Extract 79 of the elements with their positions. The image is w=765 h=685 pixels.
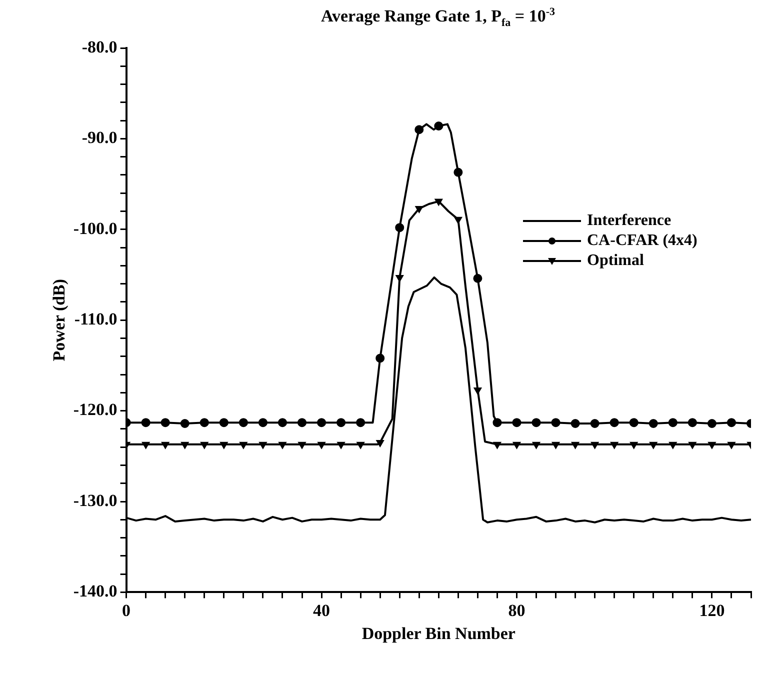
y-tick-label: -110.0 — [74, 309, 118, 328]
point — [200, 418, 209, 428]
point — [590, 442, 599, 449]
point — [298, 442, 306, 449]
x-tick-label: 40 — [313, 600, 330, 620]
point — [454, 216, 462, 224]
point — [259, 442, 267, 449]
point — [551, 418, 560, 428]
point — [630, 442, 638, 449]
y-tick-label: -140.0 — [73, 582, 118, 601]
legend-label: CA-CFAR (4x4) — [587, 231, 698, 252]
point — [493, 442, 502, 449]
point — [570, 419, 580, 428]
point — [317, 418, 326, 428]
x-axis-title: Doppler Bin Number — [362, 624, 516, 644]
x-tick-label: 120 — [699, 600, 725, 620]
point — [552, 442, 560, 449]
point — [160, 418, 170, 428]
point — [473, 274, 482, 283]
point — [336, 418, 346, 428]
point — [180, 442, 189, 449]
point — [648, 419, 658, 428]
x-tick-label: 0 — [122, 600, 131, 620]
point — [180, 419, 190, 428]
point — [512, 442, 521, 449]
point — [454, 168, 463, 177]
point — [200, 442, 208, 449]
legend-label: Interference — [587, 211, 672, 232]
point — [414, 125, 424, 134]
point — [238, 418, 248, 428]
point — [395, 223, 404, 232]
point — [512, 418, 522, 428]
point — [298, 418, 307, 428]
point — [239, 442, 248, 449]
point — [376, 354, 385, 363]
point — [610, 442, 618, 449]
point — [571, 442, 580, 449]
point — [278, 418, 287, 428]
y-tick-label: -130.0 — [73, 490, 118, 510]
point — [728, 442, 736, 449]
point — [492, 418, 502, 428]
point — [708, 442, 716, 449]
point — [668, 442, 677, 449]
point — [688, 442, 696, 449]
point — [318, 442, 326, 449]
y-tick-label: -90.0 — [82, 128, 118, 148]
point — [668, 418, 678, 428]
point — [161, 442, 170, 449]
point — [726, 418, 736, 428]
point — [532, 418, 541, 428]
point — [376, 440, 384, 448]
point — [610, 418, 619, 428]
y-tick-label: -120.0 — [73, 400, 118, 420]
point — [649, 442, 658, 449]
point — [688, 418, 697, 428]
point — [396, 274, 404, 282]
point — [141, 418, 150, 428]
point — [415, 206, 424, 214]
point — [258, 418, 268, 428]
point — [142, 442, 150, 449]
point — [434, 198, 443, 206]
point — [337, 442, 346, 449]
legend-label: Optimal — [587, 251, 644, 272]
point — [219, 418, 228, 428]
point — [590, 419, 600, 428]
y-tick-label: -100.0 — [73, 218, 118, 238]
chart-title: Average Range Gate 1, P$_{fa}$ = 10$^{-3}$ — [320, 6, 556, 30]
y-axis-title: Power (dB) — [50, 278, 69, 362]
point — [707, 419, 716, 428]
point — [434, 122, 444, 130]
x-tick-label: 80 — [508, 600, 526, 620]
y-tick-label: -80.0 — [82, 37, 118, 56]
point — [474, 387, 482, 394]
point — [532, 442, 540, 449]
point — [356, 418, 366, 428]
point — [629, 418, 638, 428]
point — [220, 442, 228, 449]
point — [356, 442, 365, 449]
point — [278, 442, 286, 449]
